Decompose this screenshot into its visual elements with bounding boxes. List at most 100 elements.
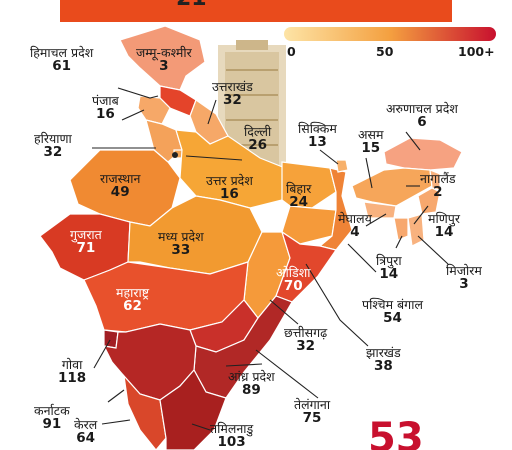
label-kerala: केरल 64 (74, 418, 97, 445)
label-assam: असम 15 (358, 128, 383, 155)
header-number-fragment: 21 (176, 0, 207, 11)
state-value: 24 (289, 194, 309, 211)
state-value: 62 (123, 298, 142, 315)
state-value: 32 (222, 92, 242, 109)
state-name: झारखंड (366, 345, 401, 360)
state-value: 14 (434, 224, 454, 241)
state-name: अरुणाचल प्रदेश (386, 101, 458, 116)
state-name: हिमाचल प्रदेश (30, 45, 94, 60)
label-gujarat: गुजरात 71 (70, 228, 102, 255)
label-sikkim: सिक्किम 13 (298, 122, 337, 149)
label-arunachal: अरुणाचल प्रदेश 6 (386, 102, 458, 129)
label-meghalaya: मेघालय 4 (338, 212, 372, 239)
state-value: 26 (248, 137, 268, 154)
state-name: मणिपुर (428, 211, 460, 226)
legend-tick-min: 0 (287, 44, 296, 59)
state-odisha (275, 230, 337, 303)
state-name: तेलंगाना (294, 397, 331, 412)
legend-tick-mid: 50 (376, 44, 394, 59)
state-name: नागालैंड (420, 171, 456, 186)
state-value: 71 (76, 240, 96, 257)
state-name: जम्मू-कश्मीर (136, 45, 192, 60)
label-haryana: हरियाणा 32 (34, 132, 72, 159)
state-value: 14 (379, 266, 399, 283)
state-kerala (123, 374, 167, 450)
label-telangana: तेलंगाना 75 (294, 398, 330, 425)
state-value: 49 (110, 184, 130, 201)
state-name: केरल (74, 417, 98, 432)
label-jk: जम्मू-कश्मीर 3 (136, 46, 192, 73)
state-nagaland (429, 169, 441, 191)
state-value: 54 (383, 310, 402, 327)
state-name: गुजरात (70, 227, 102, 242)
label-wb: पश्चिम बंगाल 54 (362, 298, 423, 325)
state-value: 32 (43, 144, 63, 161)
state-value: 2 (433, 184, 443, 201)
state-value: 6 (417, 114, 427, 131)
label-jharkhand: झारखंड 38 (366, 346, 401, 373)
state-name: हरियाणा (34, 131, 72, 146)
label-up: उत्तर प्रदेश 16 (206, 174, 253, 201)
state-name: उत्तर प्रदेश (206, 173, 253, 188)
state-name: छत्तीसगढ़ (284, 325, 328, 340)
label-tripura: त्रिपुरा 14 (376, 254, 402, 281)
state-value: 89 (241, 382, 261, 399)
label-goa: गोवा 118 (58, 358, 86, 385)
label-himachal: हिमाचल प्रदेश 61 (30, 46, 93, 73)
state-name: बिहार (286, 181, 312, 196)
state-value: 4 (350, 224, 360, 241)
label-uttarakhand: उत्तराखंड 32 (212, 80, 253, 107)
national-total: 53 (368, 415, 424, 450)
label-ap: आंध्र प्रदेश 89 (228, 370, 275, 397)
label-rajasthan: राजस्थान 49 (100, 172, 140, 199)
state-arunachal (383, 137, 463, 171)
legend-tick-max: 100+ (458, 44, 495, 59)
label-maharashtra: महाराष्ट्र 62 (116, 286, 149, 313)
label-mp: मध्य प्रदेश 33 (158, 230, 204, 257)
state-name: पंजाब (92, 93, 119, 108)
state-value: 118 (58, 370, 87, 387)
state-value: 103 (217, 434, 246, 450)
state-name: त्रिपुरा (376, 253, 402, 268)
state-mizoram (407, 213, 425, 247)
label-mizoram: मिजोरम 3 (446, 264, 482, 291)
state-name: असम (358, 127, 384, 142)
label-karnataka: कर्नाटक 91 (34, 404, 70, 431)
label-punjab: पंजाब 16 (92, 94, 119, 121)
state-name: गोवा (61, 357, 83, 372)
state-value: 13 (308, 134, 327, 151)
state-value: 16 (220, 186, 239, 203)
label-tn: तमिलनाडु 103 (210, 422, 253, 449)
state-value: 3 (459, 276, 469, 293)
state-manipur (417, 187, 441, 215)
state-tripura (393, 217, 409, 241)
label-odisha: ओडिशा 70 (276, 266, 310, 293)
state-name: दिल्ली (244, 124, 272, 139)
state-jk (119, 25, 206, 91)
label-leaders (92, 87, 449, 431)
state-name: मिजोरम (446, 263, 482, 278)
state-sikkim (335, 159, 349, 173)
state-value: 38 (373, 358, 393, 375)
state-value: 33 (171, 242, 191, 259)
state-value: 16 (95, 106, 115, 123)
legend-color-bar (284, 27, 496, 41)
label-nagaland: नागालैंड 2 (420, 172, 456, 199)
state-value: 70 (283, 278, 303, 295)
state-value: 61 (52, 58, 72, 75)
label-delhi: दिल्ली 26 (244, 125, 271, 152)
state-name: उत्तराखंड (212, 79, 253, 94)
state-name: राजस्थान (100, 171, 141, 186)
state-name: महाराष्ट्र (116, 285, 150, 300)
state-value: 64 (76, 430, 95, 447)
state-name: मेघालय (338, 211, 372, 226)
state-assam (351, 167, 433, 207)
state-value: 91 (42, 416, 62, 433)
state-name: ओडिशा (276, 265, 311, 280)
state-value: 15 (361, 140, 381, 157)
state-value: 3 (159, 58, 169, 75)
state-name: कर्नाटक (34, 403, 70, 418)
state-name: सिक्किम (298, 121, 337, 136)
